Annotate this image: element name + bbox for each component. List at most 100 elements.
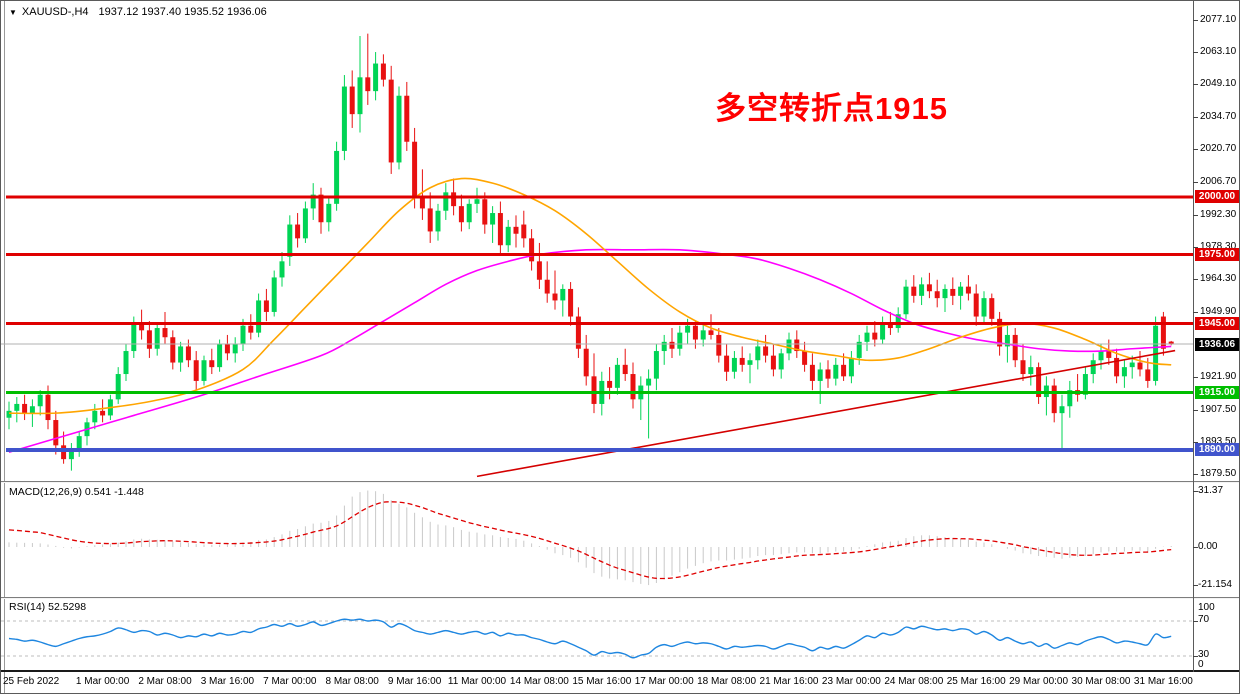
rsi-indicator-panel[interactable] xyxy=(1,599,1193,670)
main-price-chart[interactable] xyxy=(1,1,1193,481)
time-tick-label: 21 Mar 16:00 xyxy=(759,676,819,687)
candle-body xyxy=(451,192,457,207)
candle-body xyxy=(521,224,527,239)
candle-body xyxy=(817,369,823,381)
candle-body xyxy=(146,330,152,349)
candle-body xyxy=(653,351,659,379)
candle-body xyxy=(536,261,542,280)
time-tick-label: 2 Mar 08:00 xyxy=(138,676,192,687)
price-tick-label: 1964.30 xyxy=(1200,273,1237,284)
candle-body xyxy=(989,298,995,319)
time-tick-label: 3 Mar 16:00 xyxy=(200,676,255,687)
candle-body xyxy=(552,293,558,301)
chart-annotation-text[interactable]: 多空转折点1915 xyxy=(715,91,948,126)
candle-body xyxy=(1059,406,1065,414)
candle-body xyxy=(271,277,277,312)
panel-separator[interactable] xyxy=(1,597,1239,598)
candle-body xyxy=(131,323,137,352)
candle-body xyxy=(1145,369,1151,381)
candle-body xyxy=(302,208,308,239)
candle-body xyxy=(825,369,831,379)
candle-body xyxy=(965,286,971,294)
candle-body xyxy=(388,79,394,163)
rsi-scale-label: 0 xyxy=(1198,659,1204,670)
candle-body xyxy=(334,150,340,204)
candle-body xyxy=(349,86,355,115)
time-tick-label: 30 Mar 08:00 xyxy=(1071,676,1131,687)
candle-body xyxy=(1004,334,1010,347)
axis-tick xyxy=(1193,474,1198,475)
candle-body xyxy=(1137,362,1143,370)
axis-tick xyxy=(1193,20,1198,21)
candle-body xyxy=(482,199,488,225)
panel-separator-hl xyxy=(1,598,1239,599)
orange-ma-line xyxy=(8,177,1172,415)
candle-body xyxy=(373,63,379,92)
candle-body xyxy=(747,360,753,365)
candle-body xyxy=(61,445,67,460)
panel-separator[interactable] xyxy=(1,481,1239,482)
candle-body xyxy=(404,95,410,142)
candle-body xyxy=(474,199,480,204)
level-price-badge: 1890.00 xyxy=(1195,443,1239,456)
macd-indicator-panel[interactable] xyxy=(1,483,1193,597)
time-tick-label: 7 Mar 00:00 xyxy=(263,676,317,687)
candle-body xyxy=(326,203,332,223)
price-axis[interactable] xyxy=(1193,1,1239,672)
candle-body xyxy=(287,224,293,257)
candle-body xyxy=(232,344,238,354)
chart-dropdown-icon[interactable]: ▼ xyxy=(9,8,17,17)
time-tick-label: 1 Mar 00:00 xyxy=(75,676,130,687)
axis-tick xyxy=(1193,279,1198,280)
time-tick-label: 9 Mar 16:00 xyxy=(387,676,442,687)
macd-label: MACD(12,26,9) 0.541 -1.448 xyxy=(9,486,144,498)
candle-body xyxy=(786,339,792,354)
candle-body xyxy=(209,360,215,368)
candle-body xyxy=(217,344,223,368)
candle-body xyxy=(833,364,839,379)
macd-scale-label: 31.37 xyxy=(1198,485,1224,496)
price-tick-label: 2034.70 xyxy=(1200,111,1237,122)
candle-body xyxy=(568,288,574,317)
axis-tick xyxy=(1193,656,1198,657)
axis-tick xyxy=(1193,585,1198,586)
rsi-scale-label: 100 xyxy=(1198,602,1215,613)
candle-body xyxy=(1160,316,1166,349)
candle-body xyxy=(1067,390,1073,407)
candle-body xyxy=(115,374,121,400)
candle-body xyxy=(575,316,581,349)
candle-body xyxy=(341,86,347,151)
axis-tick xyxy=(1193,442,1198,443)
price-axis-line xyxy=(1193,1,1194,672)
rsi-scale-label: 30 xyxy=(1198,649,1210,660)
candle-body xyxy=(973,293,979,317)
candle-body xyxy=(1082,374,1088,395)
price-tick-label: 1921.90 xyxy=(1200,371,1237,382)
symbol-timeframe-label: XAUUSD-,H4 xyxy=(21,6,89,18)
candle-body xyxy=(443,192,449,211)
candle-body xyxy=(809,364,815,381)
candle-body xyxy=(1020,360,1026,375)
candle-body xyxy=(583,348,589,377)
axis-tick xyxy=(1193,215,1198,216)
candle-body xyxy=(903,286,909,315)
trendline-object[interactable] xyxy=(476,349,1176,478)
level-price-badge: 1945.00 xyxy=(1195,317,1239,330)
rsi-label: RSI(14) 52.5298 xyxy=(9,601,86,613)
axis-tick xyxy=(1193,410,1198,411)
candle-body xyxy=(22,403,28,414)
candle-body xyxy=(76,436,82,450)
price-tick-label: 1907.50 xyxy=(1200,404,1237,415)
candle-body xyxy=(53,420,59,446)
candle-body xyxy=(154,328,160,349)
bid-price-badge: 1936.06 xyxy=(1195,338,1239,351)
candle-body xyxy=(716,334,722,356)
candle-body xyxy=(622,364,628,375)
macd-scale-label: 0.00 xyxy=(1198,541,1218,552)
candle-body xyxy=(981,298,987,317)
candle-body xyxy=(1106,351,1112,358)
axis-tick xyxy=(1193,547,1198,548)
candle-body xyxy=(692,325,698,340)
candle-body xyxy=(45,394,51,421)
